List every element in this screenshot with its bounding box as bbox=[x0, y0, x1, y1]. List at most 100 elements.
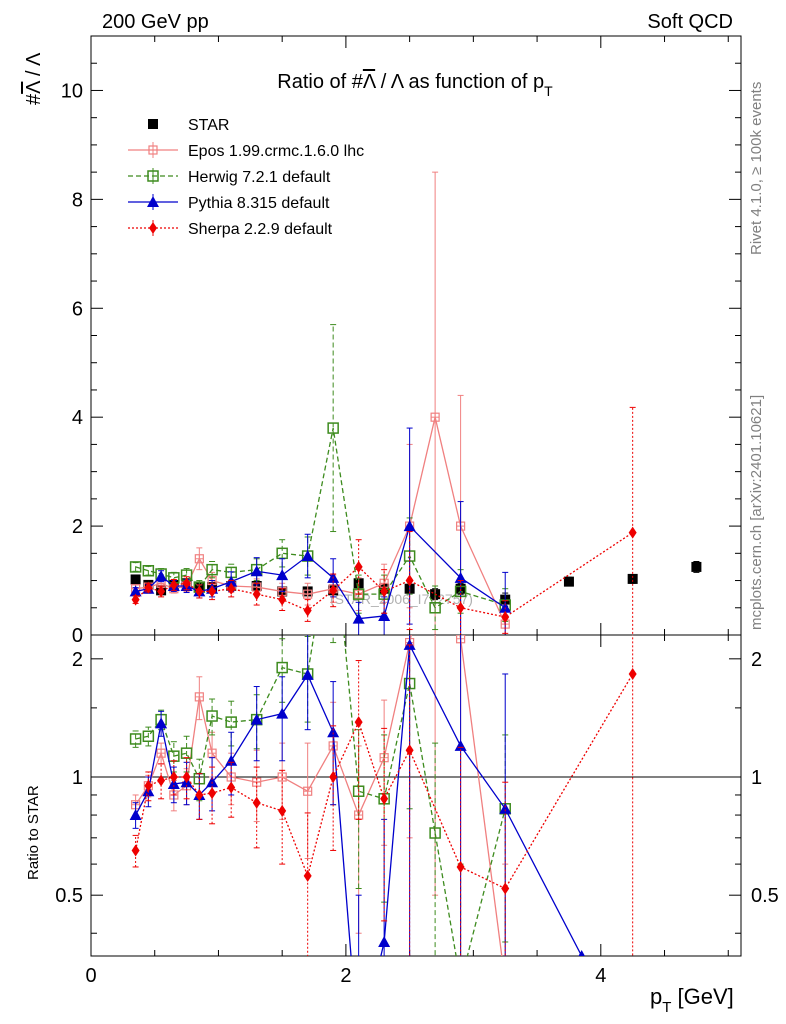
data-point bbox=[456, 601, 465, 614]
ratio-panel: 0.5 0.5 1 1 2 2 0 2 4 bbox=[55, 634, 779, 987]
data-point bbox=[303, 869, 312, 882]
legend-label: STAR bbox=[188, 117, 229, 134]
series-line bbox=[135, 427, 506, 609]
data-point bbox=[430, 412, 440, 422]
data-point bbox=[130, 574, 141, 585]
data-point bbox=[628, 667, 637, 680]
data-point bbox=[155, 570, 168, 582]
data-point bbox=[301, 668, 314, 680]
data-point bbox=[405, 574, 414, 587]
data-point bbox=[194, 692, 204, 702]
data-point bbox=[301, 550, 314, 562]
data-point bbox=[182, 577, 191, 590]
ytick-label: 8 bbox=[72, 189, 83, 211]
data-point bbox=[628, 526, 637, 539]
data-point bbox=[627, 573, 638, 584]
data-point bbox=[378, 935, 391, 947]
data-point bbox=[329, 584, 338, 597]
ytick-label: 6 bbox=[72, 298, 83, 320]
xlabel-part-before: p bbox=[650, 984, 662, 1009]
data-point bbox=[131, 593, 140, 606]
data-point bbox=[225, 716, 237, 728]
data-point bbox=[501, 882, 510, 895]
data-point bbox=[303, 786, 313, 796]
data-point bbox=[169, 578, 178, 591]
data-point bbox=[378, 609, 391, 621]
rivet-version-label: Rivet 4.1.0, ≥ 100k events bbox=[748, 82, 765, 255]
ylabel-part-after: / Λ bbox=[23, 52, 45, 82]
data-point bbox=[501, 978, 509, 986]
data-point bbox=[208, 585, 217, 598]
legend-entry: Herwig 7.2.1 default bbox=[128, 168, 331, 186]
header-right: Soft QCD bbox=[647, 11, 733, 33]
data-point bbox=[182, 771, 191, 784]
legend-marker bbox=[147, 196, 159, 207]
legend-marker bbox=[148, 145, 158, 155]
series-herwig bbox=[129, 635, 511, 987]
ytick-label: 2 bbox=[72, 649, 83, 671]
data-point bbox=[380, 585, 389, 598]
data-point bbox=[250, 565, 263, 577]
data-point bbox=[354, 560, 363, 573]
xlabel-part-sub: T bbox=[662, 999, 671, 1016]
xlabel-part-after: [GeV] bbox=[671, 984, 733, 1009]
chart-title: Ratio of #Λ / Λ as function of pT bbox=[277, 71, 553, 99]
data-point bbox=[144, 581, 153, 594]
legend-label: Herwig 7.2.1 default bbox=[188, 169, 331, 186]
data-point bbox=[405, 744, 414, 757]
ytick-label: 0.5 bbox=[55, 885, 83, 907]
data-point bbox=[225, 575, 238, 587]
ytick-label: 1 bbox=[72, 767, 83, 789]
data-point bbox=[206, 776, 219, 788]
data-point bbox=[456, 977, 466, 987]
data-point bbox=[129, 585, 142, 597]
legend-label: Epos 1.99.crmc.1.6.0 lhc bbox=[188, 143, 364, 160]
legend-entry: STAR bbox=[148, 117, 229, 134]
data-point bbox=[250, 713, 263, 725]
data-point bbox=[195, 585, 204, 598]
data-point bbox=[278, 804, 287, 817]
data-point bbox=[454, 739, 467, 751]
ratio-plot-area bbox=[129, 635, 637, 987]
data-point bbox=[206, 710, 218, 722]
ytick-label: 4 bbox=[72, 407, 83, 429]
data-point bbox=[329, 771, 338, 784]
ytick-label-right: 0.5 bbox=[751, 885, 779, 907]
data-point bbox=[276, 661, 288, 674]
data-point bbox=[691, 561, 702, 572]
data-point bbox=[456, 860, 465, 873]
data-point bbox=[252, 796, 261, 809]
main-ylabel: #Λ / Λ bbox=[23, 52, 45, 105]
legend-entry: Pythia 8.315 default bbox=[128, 194, 330, 212]
data-point bbox=[129, 809, 142, 821]
data-point bbox=[169, 771, 178, 784]
data-point bbox=[142, 730, 155, 743]
ytick-label: 0 bbox=[72, 625, 83, 647]
data-point bbox=[167, 777, 180, 789]
data-point bbox=[227, 781, 236, 794]
data-point bbox=[157, 585, 166, 598]
data-point bbox=[278, 593, 287, 606]
legend-marker bbox=[147, 170, 159, 182]
data-point bbox=[225, 754, 238, 766]
data-point bbox=[155, 717, 168, 729]
data-point-box bbox=[501, 978, 509, 986]
ylabel-part-bar: Λ bbox=[23, 80, 45, 94]
x-axis-label: pT [GeV] bbox=[650, 984, 734, 1016]
data-point bbox=[354, 716, 363, 729]
legend-entry: Sherpa 2.2.9 default bbox=[128, 220, 333, 238]
xtick-label: 4 bbox=[595, 965, 606, 987]
series-line bbox=[135, 532, 634, 618]
data-point bbox=[352, 612, 365, 624]
main-plot-area bbox=[129, 171, 702, 635]
data-point bbox=[429, 602, 441, 614]
ytick-label-right: 1 bbox=[751, 767, 762, 789]
series-line bbox=[135, 635, 506, 956]
data-point bbox=[252, 588, 261, 601]
data-point bbox=[131, 844, 140, 857]
legend: STAR Epos 1.99.crmc.1.6.0 lhc Herwig 7.2.1… bbox=[128, 117, 364, 238]
title-part-bar: Λ bbox=[363, 71, 377, 93]
data-point bbox=[276, 569, 289, 581]
data-point bbox=[144, 779, 153, 792]
